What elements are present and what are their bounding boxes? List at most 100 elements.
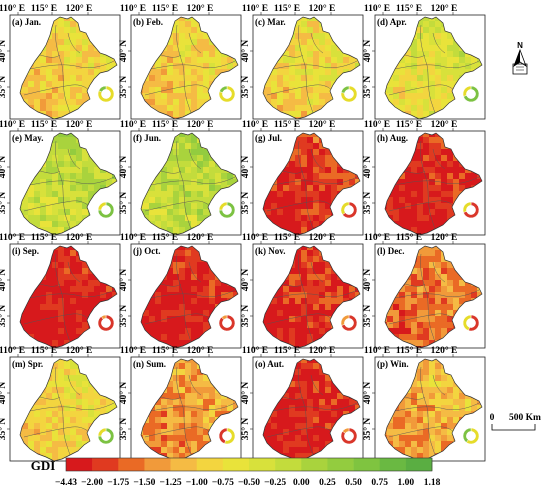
lat-tick-label: 40° N — [362, 156, 373, 179]
lon-tick-label: 110° E — [120, 119, 146, 130]
ring-segment — [462, 201, 472, 213]
colorbar-swatch — [92, 458, 119, 471]
proportion-ring — [218, 427, 236, 445]
province-boundaries — [388, 366, 480, 456]
lat-tick-label: 35° N — [362, 192, 373, 215]
lon-tick-label: 110° E — [0, 3, 25, 14]
lon-tick-label: 120° E — [431, 119, 458, 130]
lon-tick-label: 115° E — [152, 232, 178, 243]
proportion-ring — [97, 85, 115, 103]
map-panel-p: 110° E 115° E 120° E 40° N 35° N (p) Win. — [362, 345, 486, 462]
province-boundaries — [23, 366, 115, 456]
map-panel-o: 110° E 115° E 120° E 40° N 35° N (o) Aut. — [240, 345, 364, 462]
panel-label: (n) Sum. — [133, 359, 166, 369]
ring-segment — [218, 201, 228, 211]
colorbar-tick-label: −0.50 — [238, 478, 260, 488]
proportion-ring — [340, 85, 358, 103]
colorbar-swatch — [249, 458, 276, 471]
lon-tick-label: 115° E — [31, 3, 57, 14]
panel-label: (g) Jul. — [255, 133, 282, 143]
map-panel-m: 110° E 115° E 120° E 40° N 35° N (m) Spr. — [0, 345, 121, 462]
province-boundaries — [266, 366, 358, 456]
province-boundaries — [266, 140, 358, 230]
colorbar-tick-label: −1.25 — [160, 478, 182, 488]
province-boundaries — [144, 140, 236, 230]
lon-tick-label: 115° E — [31, 345, 57, 356]
lon-tick-label: 115° E — [152, 3, 178, 14]
ring-segment — [340, 427, 358, 445]
lon-tick-label: 110° E — [242, 232, 268, 243]
map-area — [250, 354, 364, 462]
proportion-ring — [462, 314, 480, 332]
ring-segment — [340, 314, 350, 326]
province-boundaries — [388, 24, 480, 114]
colorbar-tick-label: −1.50 — [133, 478, 155, 488]
ring-segment — [100, 314, 107, 320]
colorbar-tick-label: 1.18 — [424, 478, 441, 488]
province-boundaries — [388, 140, 480, 230]
lat-tick-label: 40° N — [0, 269, 8, 292]
lat-tick-label: 35° N — [0, 418, 8, 441]
colorbar-swatch — [66, 458, 93, 471]
map-area — [372, 12, 486, 120]
ring-segment — [219, 85, 228, 93]
colorbar-swatch — [170, 458, 198, 471]
map-panel-l: 110° E 115° E 120° E 40° N 35° N (l) Dec. — [362, 232, 486, 349]
ring-segment — [342, 427, 350, 434]
lon-tick-label: 115° E — [396, 3, 422, 14]
map-panel-i: 110° E 115° E 120° E 40° N 35° N (i) Sep. — [0, 232, 121, 349]
colorbar-tick-label: 0.00 — [293, 478, 310, 488]
proportion-ring — [340, 427, 358, 445]
map-area — [7, 128, 121, 236]
lat-tick-label: 35° N — [362, 418, 373, 441]
map-area — [250, 128, 364, 236]
colorbar-swatch — [301, 458, 328, 471]
colorbar-tick-label: 0.25 — [319, 478, 336, 488]
panel-label: (c) Mar. — [255, 17, 286, 27]
proportion-ring — [218, 201, 236, 219]
map-area — [7, 241, 121, 349]
lat-tick-label: 40° N — [362, 40, 373, 63]
ring-segment — [340, 201, 350, 216]
colorbar-swatch — [196, 458, 224, 471]
lat-tick-label: 40° N — [240, 269, 251, 292]
province-boundaries — [23, 253, 115, 343]
proportion-ring — [97, 201, 115, 219]
panel-label: (e) May. — [12, 133, 44, 143]
lat-tick-label: 40° N — [0, 40, 8, 63]
lon-tick-label: 120° E — [66, 3, 93, 14]
map-area — [128, 128, 242, 236]
lon-tick-label: 110° E — [120, 345, 146, 356]
proportion-ring — [97, 427, 115, 445]
panel-label: (a) Jan. — [12, 17, 41, 27]
lat-tick-label: 35° N — [0, 305, 8, 328]
lon-tick-label: 115° E — [396, 232, 422, 243]
province-boundaries — [266, 24, 358, 114]
lon-tick-label: 120° E — [431, 3, 458, 14]
lat-tick-label: 35° N — [240, 418, 251, 441]
lon-tick-label: 110° E — [242, 119, 268, 130]
lon-tick-label: 115° E — [274, 3, 300, 14]
proportion-ring — [218, 85, 236, 103]
map-area — [250, 12, 364, 120]
map-panel-b: 110° E 115° E 120° E 40° N 35° N (b) Feb. — [118, 3, 242, 120]
panel-label: (k) Nov. — [255, 246, 286, 256]
ring-segment — [462, 427, 472, 443]
lat-tick-label: 40° N — [118, 382, 129, 405]
lon-tick-label: 120° E — [309, 119, 336, 130]
colorbar-swatch — [353, 458, 381, 471]
proportion-ring — [97, 314, 115, 332]
colorbar-swatch — [118, 458, 145, 471]
lon-tick-label: 115° E — [152, 345, 178, 356]
lon-tick-label: 110° E — [0, 232, 25, 243]
lon-tick-label: 115° E — [396, 119, 422, 130]
map-area — [372, 128, 486, 236]
lat-tick-label: 35° N — [118, 305, 129, 328]
lon-tick-label: 120° E — [187, 232, 214, 243]
north-arrow-icon — [512, 48, 528, 75]
panel-label: (m) Spr. — [12, 359, 43, 369]
province-boundaries — [23, 24, 115, 114]
panel-label: (p) Win. — [377, 359, 409, 369]
lon-tick-label: 120° E — [309, 345, 336, 356]
